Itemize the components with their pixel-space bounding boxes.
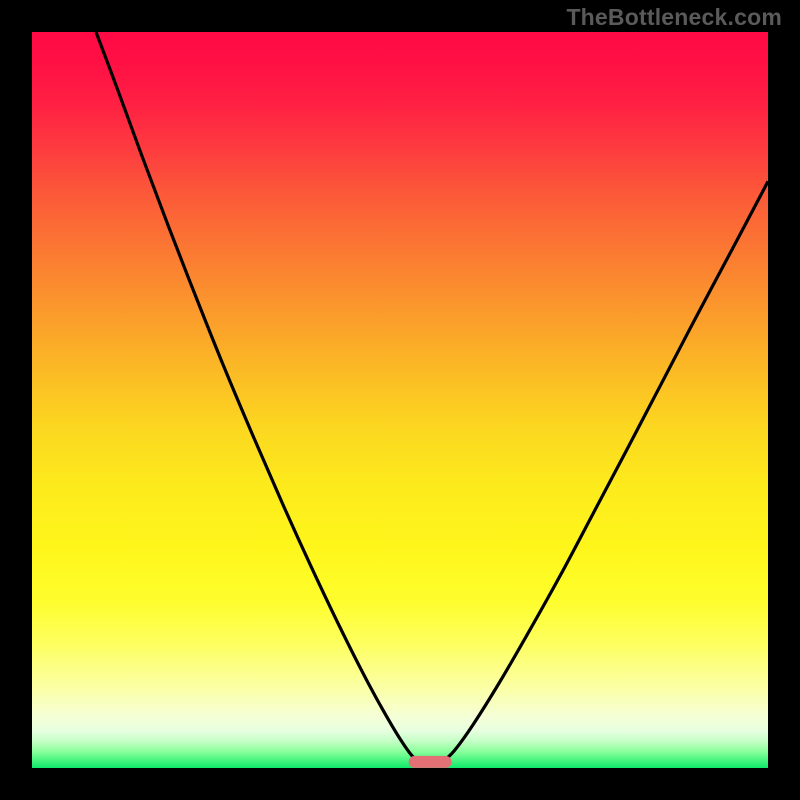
plot-area [32,32,768,768]
optimal-marker [409,756,452,768]
bottleneck-curve [32,32,768,768]
curve-right-branch [444,181,768,760]
curve-left-branch [96,32,417,761]
chart-container: TheBottleneck.com [0,0,800,800]
watermark-text: TheBottleneck.com [566,4,782,31]
